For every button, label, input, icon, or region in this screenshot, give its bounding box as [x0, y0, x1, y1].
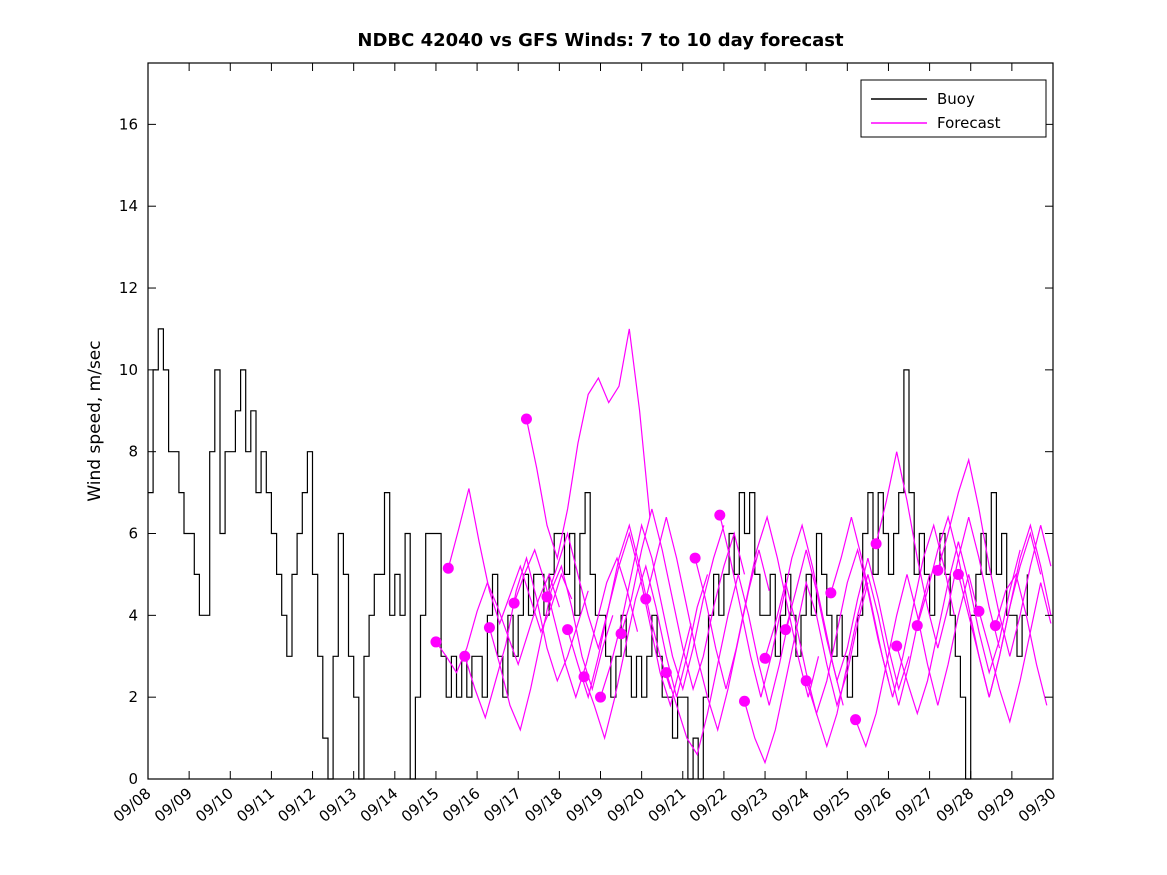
forecast-line	[464, 555, 589, 720]
forecast-start-dot	[442, 562, 454, 574]
y-axis-label: Wind speed, m/sec	[85, 340, 105, 501]
x-tick-label: 09/08	[110, 784, 155, 826]
forecast-line	[896, 541, 1021, 716]
legend-entry-label: Buoy	[937, 90, 975, 108]
forecast-line	[937, 457, 1052, 657]
forecast-start-dot	[541, 591, 553, 603]
y-tick-label: 10	[119, 361, 138, 379]
forecast-start-dot	[483, 622, 495, 634]
forecast-start-dot	[911, 620, 923, 632]
forecast-start-dot	[738, 695, 750, 707]
forecast-line	[805, 574, 931, 749]
forecast-start-dot	[759, 652, 771, 664]
forecast-start-dot	[850, 714, 862, 726]
x-tick-label: 09/27	[891, 784, 936, 826]
forecast-line	[978, 582, 1052, 724]
forecast-line	[854, 574, 980, 749]
forecast-line	[488, 564, 614, 732]
forecast-start-dot	[595, 691, 606, 703]
forecast-line	[719, 514, 844, 706]
x-tick-label: 09/15	[398, 784, 443, 826]
forecast-line	[830, 516, 955, 698]
axes-box	[147, 62, 1054, 780]
forecast-line	[583, 563, 709, 741]
forecast-line	[525, 328, 651, 561]
y-tick-label: 0	[128, 770, 138, 788]
forecast-start-dot	[989, 620, 1001, 632]
forecast-start-dot	[714, 509, 726, 521]
forecast-line	[764, 547, 890, 716]
x-tick-label: 09/12	[274, 784, 319, 826]
forecast-line	[567, 531, 692, 708]
forecast-start-dot	[508, 597, 520, 609]
x-tick-label: 09/14	[357, 784, 402, 826]
forecast-start-dot	[615, 628, 627, 640]
x-tick-label: 09/19	[562, 784, 607, 826]
forecast-start-dot	[891, 640, 903, 652]
x-tick-label: 09/30	[1015, 784, 1060, 826]
y-tick-label: 12	[119, 279, 138, 297]
legend: Buoy Forecast	[860, 79, 1047, 138]
x-tick-label: 09/10	[192, 784, 237, 826]
forecast-line	[435, 572, 560, 674]
series-layer	[148, 328, 1052, 780]
forecast-start-dot	[660, 667, 672, 679]
x-tick-label: 09/09	[151, 784, 196, 826]
y-tick-label: 8	[128, 443, 138, 461]
forecast-line	[743, 580, 869, 765]
y-tick-label: 16	[119, 115, 138, 133]
forecast-line	[665, 574, 791, 757]
x-tick-label: 09/13	[316, 784, 361, 826]
forecast-start-dot	[640, 593, 652, 605]
forecast-line	[513, 548, 639, 700]
forecast-start-dot	[825, 587, 837, 599]
forecast-line	[957, 523, 1052, 698]
x-tick-label: 09/20	[604, 784, 649, 826]
forecast-start-dot	[562, 624, 574, 636]
x-tick-label: 09/25	[809, 784, 854, 826]
axes-layer	[147, 62, 1054, 780]
x-tick-label: 09/16	[439, 784, 484, 826]
y-tick-label: 6	[128, 525, 138, 543]
forecast-line	[994, 572, 1048, 706]
forecast-start-dot	[952, 568, 964, 580]
x-tick-label: 09/26	[850, 784, 895, 826]
buoy-line	[148, 328, 1028, 780]
legend-box	[860, 79, 1047, 138]
x-tick-label: 09/18	[521, 784, 566, 826]
x-tick-label: 09/24	[768, 784, 813, 826]
y-tick-label: 14	[119, 197, 138, 215]
y-tick-label: 4	[128, 606, 138, 624]
forecast-start-dot	[973, 605, 985, 617]
forecast-start-dot	[932, 564, 944, 576]
forecast-start-dot	[520, 413, 532, 425]
x-tick-label: 09/11	[233, 784, 278, 826]
chart-title: NDBC 42040 vs GFS Winds: 7 to 10 day for…	[357, 30, 844, 51]
x-tick-label: 09/17	[480, 784, 525, 826]
forecast-start-dot	[459, 650, 471, 662]
forecast-start-dot	[870, 538, 882, 550]
forecast-line	[694, 514, 820, 698]
forecast-line	[599, 522, 725, 698]
x-tick-label: 09/21	[645, 784, 690, 826]
forecast-start-dot	[430, 636, 442, 648]
forecast-start-dot	[689, 552, 701, 564]
x-tick-label: 09/28	[933, 784, 978, 826]
forecast-line	[447, 488, 573, 634]
legend-entry-label: Forecast	[937, 114, 1001, 132]
forecast-start-dot	[578, 671, 590, 683]
forecast-start-dot	[800, 675, 812, 687]
forecast-start-dot	[780, 624, 792, 636]
y-tick-label: 2	[128, 688, 138, 706]
x-tick-label: 09/29	[974, 784, 1019, 826]
forecast-line	[620, 508, 746, 692]
forecast-line	[785, 549, 910, 692]
forecast-line	[875, 451, 1001, 649]
x-tick-label: 09/22	[686, 784, 731, 826]
x-tick-label: 09/23	[727, 784, 772, 826]
